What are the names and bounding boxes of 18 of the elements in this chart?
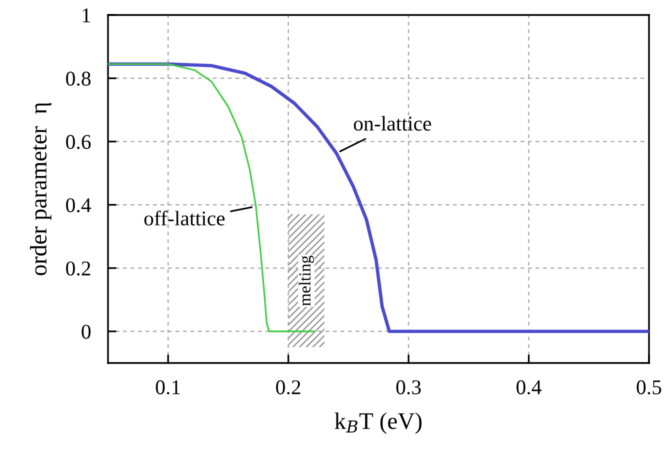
y-tick-label: 0.4 <box>66 198 92 212</box>
y-tick-label: 0.8 <box>66 72 91 86</box>
x-tick-label: 0.3 <box>396 380 421 394</box>
y-tick-label: 0 <box>82 324 91 339</box>
y-axis-title: order parameter η <box>30 103 52 276</box>
series-label: on-lattice <box>354 116 432 131</box>
line-series <box>108 63 314 332</box>
y-tick-label: 1 <box>82 8 90 22</box>
series-label: off-lattice <box>144 210 225 226</box>
line-series <box>108 62 649 334</box>
x-tick-label: 0.2 <box>276 380 300 394</box>
y-tick-label: 0.6 <box>66 134 91 150</box>
y-tick-label: 0.2 <box>66 261 90 276</box>
x-tick-label: 0.5 <box>636 380 662 394</box>
x-tick-label: 0.4 <box>516 380 542 394</box>
band-label: melting <box>298 256 314 306</box>
x-tick-label: 0.1 <box>156 380 180 394</box>
x-axis-title: k$_{B}$T (eV) <box>334 412 422 434</box>
